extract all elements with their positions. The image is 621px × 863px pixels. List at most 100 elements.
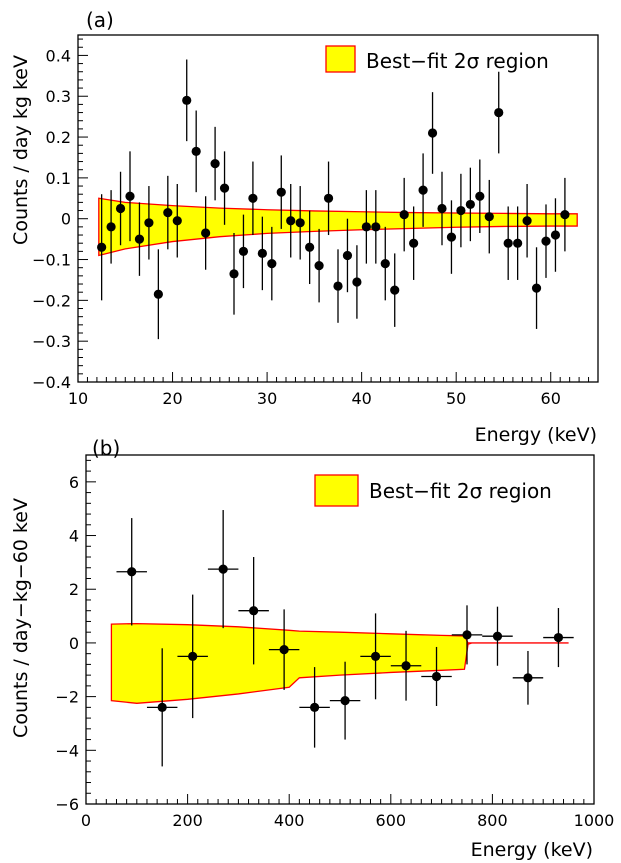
data-point <box>97 194 107 301</box>
legend-label-b: Best−fit 2σ region <box>369 479 552 503</box>
point-marker <box>191 146 201 156</box>
point-marker <box>513 238 523 248</box>
data-point <box>380 226 390 301</box>
data-point <box>286 184 296 258</box>
data-point <box>475 159 485 233</box>
y-tick-label: −6 <box>55 795 79 814</box>
data-points-a <box>97 59 570 340</box>
y-tick-label: 6 <box>69 473 79 492</box>
data-point <box>409 206 419 280</box>
data-point <box>427 92 438 174</box>
x-axis-label-a: Energy (keV) <box>475 424 597 446</box>
x-tick-label: 40 <box>351 389 371 408</box>
point-marker <box>390 285 400 295</box>
y-tick-label: −0.1 <box>32 251 71 270</box>
x-axis-ticks-a: 10 20 30 40 50 60 <box>68 372 599 408</box>
x-tick-label: 30 <box>257 389 277 408</box>
panel-label-a: (a) <box>86 8 114 32</box>
data-point <box>323 161 334 236</box>
data-point <box>229 232 239 315</box>
point-marker <box>276 187 286 197</box>
point-marker <box>153 289 163 299</box>
point-marker <box>399 210 409 220</box>
point-marker <box>560 210 570 220</box>
point-marker <box>503 238 513 248</box>
y-tick-label: 0 <box>61 210 71 229</box>
point-marker <box>305 242 315 252</box>
point-marker <box>352 277 362 287</box>
data-point <box>352 245 362 319</box>
y-tick-label: 0.4 <box>46 46 71 65</box>
point-marker <box>188 651 198 661</box>
x-tick-label: 200 <box>172 811 203 830</box>
data-point <box>360 613 391 700</box>
data-point <box>144 186 154 260</box>
point-marker <box>427 128 438 138</box>
point-marker <box>522 216 532 226</box>
x-tick-label: 20 <box>162 389 182 408</box>
point-marker <box>401 661 411 671</box>
point-marker <box>431 671 442 682</box>
data-point <box>257 216 267 291</box>
y-axis-ticks-a: −0.4 −0.3 −0.2 −0.1 0 0.1 0.2 0.3 0.4 <box>32 38 88 392</box>
point-marker <box>418 185 428 195</box>
data-point <box>494 71 504 154</box>
data-point <box>115 171 126 246</box>
data-point <box>276 155 286 229</box>
legend-swatch-b <box>314 474 359 507</box>
data-point <box>531 247 542 329</box>
point-marker <box>182 95 192 105</box>
data-point <box>314 228 324 303</box>
point-marker <box>257 248 267 259</box>
point-marker <box>210 158 220 169</box>
point-marker <box>163 207 173 218</box>
data-point <box>418 153 428 227</box>
point-marker <box>541 236 551 246</box>
point-marker <box>553 632 564 643</box>
y-tick-label: −4 <box>55 741 79 760</box>
point-marker <box>125 191 135 201</box>
point-marker <box>238 246 249 256</box>
y-tick-label: 2 <box>69 580 79 599</box>
data-point <box>219 151 230 225</box>
data-point <box>456 173 466 248</box>
x-tick-label: 0 <box>81 811 91 830</box>
point-marker <box>409 238 419 248</box>
y-tick-label: −0.3 <box>32 332 71 351</box>
data-point <box>560 177 570 252</box>
legend-a: Best−fit 2σ region <box>325 45 549 73</box>
point-marker <box>127 567 137 577</box>
x-tick-label: 50 <box>446 389 466 408</box>
point-marker <box>380 259 390 269</box>
point-marker <box>219 183 230 193</box>
point-marker <box>370 651 381 661</box>
point-marker <box>462 630 472 640</box>
point-marker <box>492 631 503 641</box>
data-point <box>125 151 135 242</box>
data-point <box>484 179 494 254</box>
point-marker <box>475 191 485 201</box>
data-point <box>482 606 513 666</box>
point-marker <box>340 696 350 706</box>
point-marker <box>218 564 228 574</box>
y-tick-label: −0.4 <box>32 373 71 392</box>
point-marker <box>295 218 305 228</box>
x-tick-label: 60 <box>541 389 561 408</box>
point-marker <box>115 203 126 214</box>
y-tick-label: 0.3 <box>46 87 71 106</box>
data-point <box>268 609 300 690</box>
data-point <box>446 200 457 274</box>
point-marker <box>323 193 334 203</box>
point-marker <box>134 234 145 244</box>
x-tick-label: 10 <box>68 389 88 408</box>
panel-b: (b) 0 200 400 600 800 1000 −6 −4 −2 0 2 4 6 Energy … <box>10 436 614 861</box>
data-point <box>299 667 330 748</box>
data-point <box>465 167 475 242</box>
point-marker <box>465 199 475 210</box>
y-axis-label-b: Counts / day−kg−60 keV <box>10 498 32 738</box>
data-point <box>390 630 422 701</box>
data-point <box>238 214 249 289</box>
point-marker <box>550 230 561 240</box>
data-point <box>361 190 371 264</box>
